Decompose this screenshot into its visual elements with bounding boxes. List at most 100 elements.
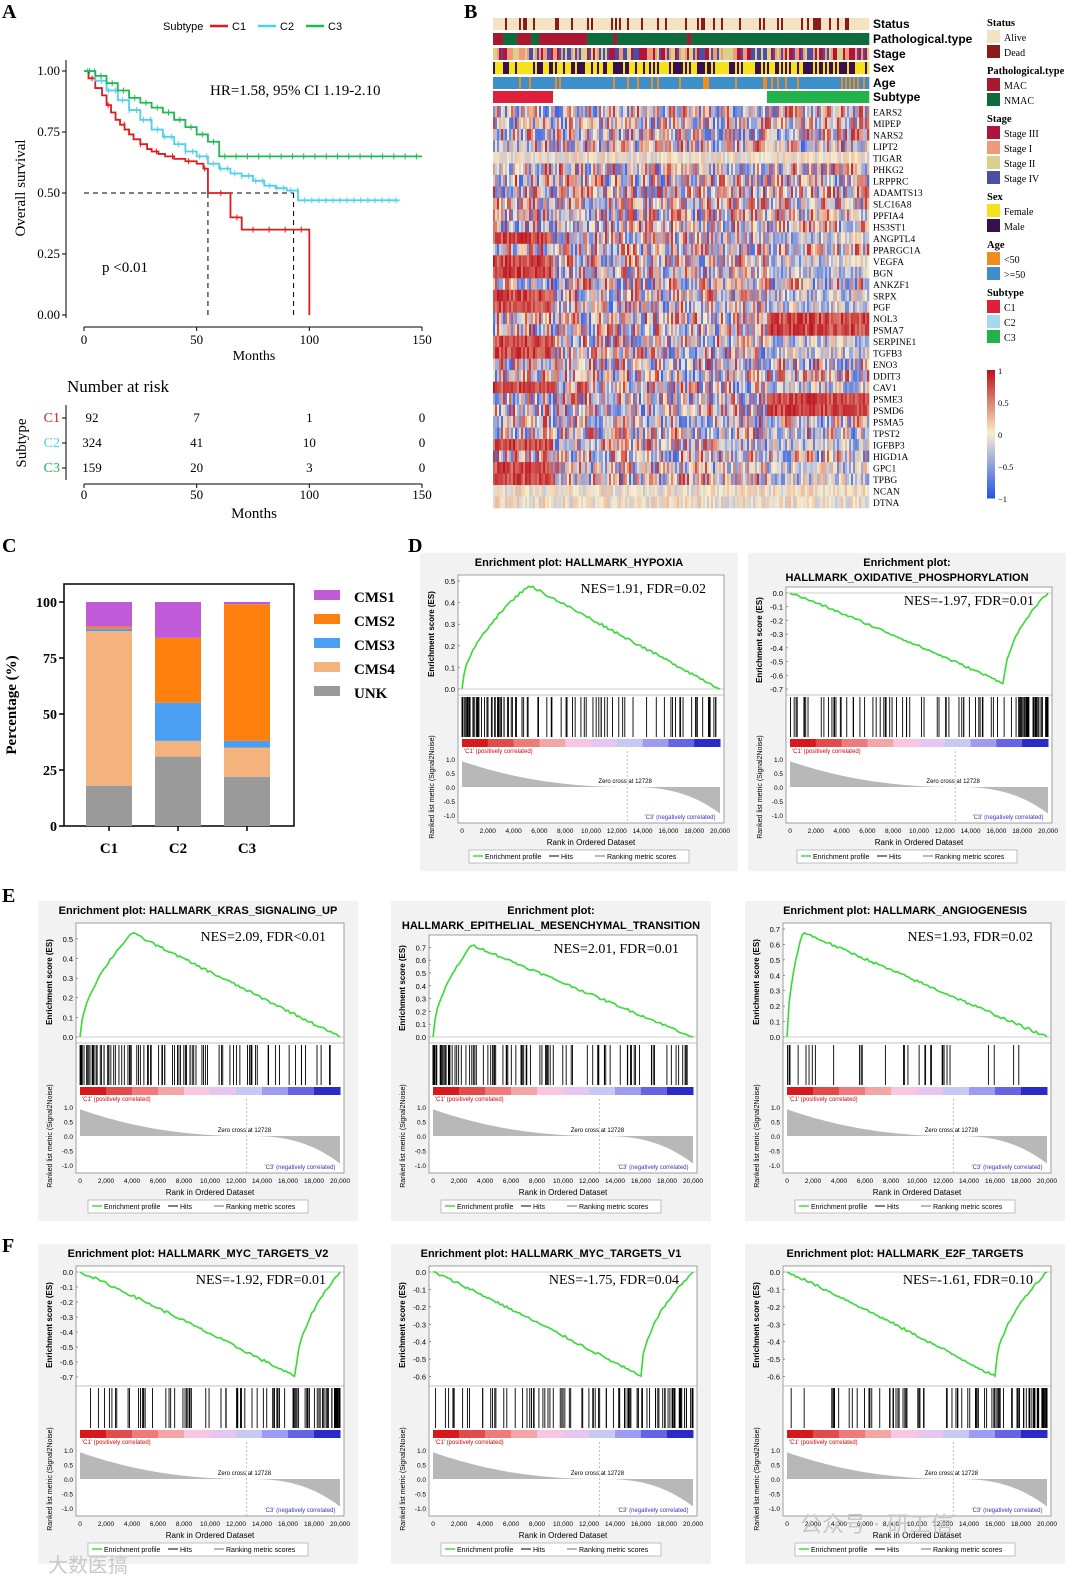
heatmap-cell <box>867 106 870 118</box>
heatmap-cell <box>801 301 804 314</box>
track-Pathological.type <box>493 33 870 45</box>
heatmap-cell <box>549 186 552 199</box>
heatmap-cell <box>771 163 774 176</box>
heatmap-cell <box>587 151 590 164</box>
track-cell <box>857 18 860 30</box>
heatmap-cell <box>735 174 738 187</box>
heatmap-cell <box>521 163 524 176</box>
heatmap-cell <box>657 289 660 302</box>
track-cell <box>795 91 798 103</box>
heatmap-cell <box>685 266 688 279</box>
heatmap-cell <box>799 312 802 325</box>
track-cell <box>551 33 554 45</box>
track-cell <box>557 62 560 74</box>
heatmap-cell <box>757 209 760 222</box>
heatmap-cell <box>711 151 714 164</box>
heatmap-cell <box>635 117 638 130</box>
heatmap-cell <box>647 117 650 130</box>
heatmap-cell <box>837 209 840 222</box>
heatmap-cell <box>847 174 850 187</box>
heatmap-cell <box>671 220 674 233</box>
track-cell <box>527 62 530 74</box>
heatmap-cell <box>605 106 608 118</box>
heatmap-cell <box>515 186 518 199</box>
track-cell <box>799 77 802 89</box>
heatmap-cell <box>665 140 668 153</box>
track-cell <box>865 33 868 45</box>
heatmap-cell <box>567 324 570 337</box>
track-cell <box>531 18 534 30</box>
heatmap-cell <box>677 232 680 245</box>
track-cell <box>537 77 540 89</box>
track-cell <box>507 91 510 103</box>
heatmap-cell <box>739 243 742 256</box>
heatmap-cell <box>637 301 640 314</box>
heatmap-cell <box>779 174 782 187</box>
track-cell <box>559 33 562 45</box>
heatmap-cell <box>635 312 638 325</box>
heatmap-cell <box>725 209 728 222</box>
track-cell <box>729 77 732 89</box>
risk-value: 0 <box>419 410 426 425</box>
heatmap-cell <box>703 163 706 176</box>
track-cell <box>555 33 558 45</box>
heatmap-cell <box>849 220 852 233</box>
heatmap-cell <box>843 140 846 153</box>
heatmap-cell <box>861 289 864 302</box>
heatmap-cell <box>723 278 726 291</box>
track-cell <box>631 48 634 60</box>
track-cell <box>619 91 622 103</box>
heatmap-cell <box>645 163 648 176</box>
heatmap-cell <box>493 220 496 233</box>
track-cell <box>519 33 522 45</box>
heatmap-cell <box>855 140 858 153</box>
heatmap-cell <box>695 140 698 153</box>
heatmap-cell <box>803 174 806 187</box>
track-cell <box>661 91 664 103</box>
heatmap-cell <box>819 266 822 279</box>
track-cell <box>777 18 780 30</box>
heatmap-cell <box>589 301 592 314</box>
heatmap-cell <box>701 186 704 199</box>
heatmap-cell <box>721 289 724 302</box>
heatmap-cell <box>743 289 746 302</box>
heatmap-cell <box>859 301 862 314</box>
heatmap-cell <box>803 186 806 199</box>
heatmap-cell <box>791 117 794 130</box>
heatmap-cell <box>611 266 614 279</box>
track-cell <box>675 77 678 89</box>
heatmap-cell <box>705 232 708 245</box>
track-cell <box>521 18 524 30</box>
heatmap-cell <box>687 128 690 141</box>
track-cell <box>559 77 562 89</box>
heatmap-cell <box>629 151 632 164</box>
heatmap-cell <box>505 243 508 256</box>
track-cell <box>723 33 726 45</box>
heatmap-row-EARS2 <box>493 106 870 118</box>
heatmap-cell <box>673 255 676 268</box>
track-cell <box>797 62 800 74</box>
heatmap-cell <box>829 243 832 256</box>
heatmap-cell <box>787 209 790 222</box>
heatmap-cell <box>823 106 826 118</box>
heatmap-cell <box>811 106 814 118</box>
heatmap-cell <box>681 174 684 187</box>
heatmap-cell <box>767 186 770 199</box>
heatmap-cell <box>719 301 722 314</box>
track-cell <box>655 62 658 74</box>
heatmap-cell <box>513 186 516 199</box>
track-cell <box>645 62 648 74</box>
heatmap-cell <box>595 312 598 325</box>
track-cell <box>835 18 838 30</box>
track-cell <box>663 91 666 103</box>
heatmap-cell <box>671 197 674 210</box>
track-cell <box>847 77 850 89</box>
heatmap-cell <box>583 232 586 245</box>
heatmap-cell <box>607 163 610 176</box>
heatmap-cell <box>637 186 640 199</box>
track-cell <box>807 77 810 89</box>
heatmap-cell <box>769 163 772 176</box>
heatmap-cell <box>701 312 704 325</box>
track-cell <box>685 62 688 74</box>
heatmap-cell <box>645 151 648 164</box>
